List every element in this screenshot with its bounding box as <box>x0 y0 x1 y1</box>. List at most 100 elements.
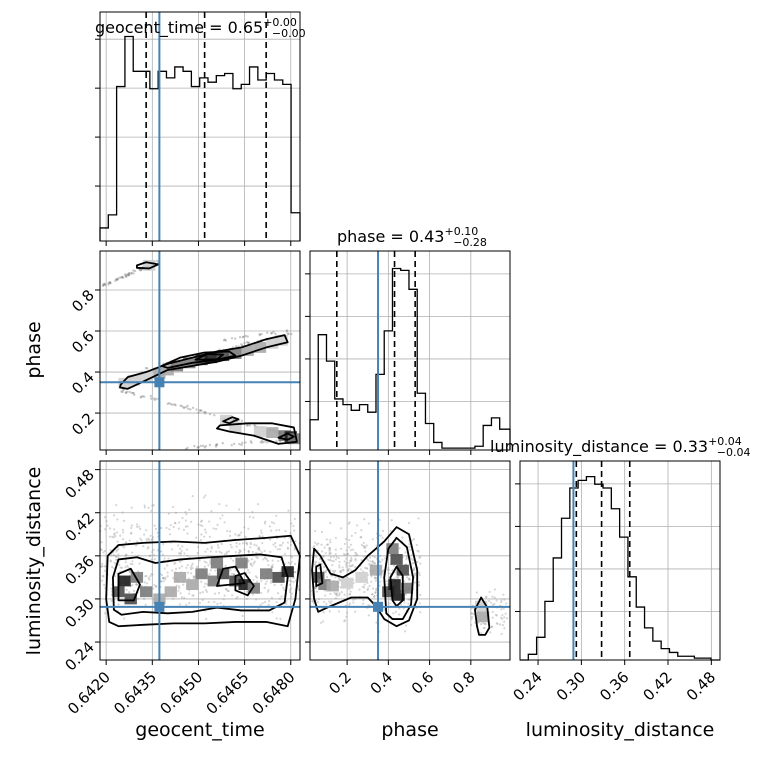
sample-point <box>272 543 275 546</box>
sample-point <box>203 535 206 538</box>
sample-point <box>186 404 189 408</box>
sample-point <box>148 578 151 581</box>
sample-point <box>285 330 289 333</box>
sample-point <box>348 593 351 596</box>
sample-point <box>314 560 318 564</box>
sample-point <box>122 538 125 541</box>
sample-point <box>235 545 238 548</box>
sample-point <box>329 541 332 544</box>
histogram-bin <box>586 477 594 660</box>
sample-point <box>111 565 114 569</box>
sample-point <box>260 332 263 336</box>
histogram-step-line <box>520 475 720 661</box>
sample-point <box>369 560 372 563</box>
panel-frame <box>99 460 301 661</box>
sample-point <box>290 587 293 590</box>
sample-point <box>203 560 206 563</box>
sample-point <box>483 622 486 625</box>
contour-line <box>234 572 255 597</box>
sample-point <box>341 568 344 572</box>
sample-point <box>152 587 155 590</box>
sample-point <box>269 579 273 583</box>
panel-border <box>519 460 721 661</box>
sample-point <box>142 597 146 600</box>
sample-point <box>133 269 137 273</box>
sample-point <box>154 527 158 531</box>
sample-point <box>329 552 332 555</box>
histogram-bin <box>166 78 174 241</box>
sample-point <box>378 518 381 521</box>
sample-point <box>146 582 149 585</box>
sample-point <box>495 599 498 602</box>
sample-point <box>394 571 397 574</box>
sample-point <box>197 446 200 449</box>
sample-point <box>406 598 410 601</box>
sample-point <box>500 608 503 611</box>
sample-point <box>222 339 226 342</box>
sample-point <box>250 558 254 561</box>
sample-point <box>501 613 504 617</box>
sample-point <box>253 424 256 427</box>
sample-point <box>348 592 352 596</box>
sample-point <box>232 573 235 576</box>
panel-frame <box>309 250 511 451</box>
sample-point <box>238 550 241 554</box>
sample-point <box>368 562 371 566</box>
sample-point <box>103 528 107 531</box>
sample-point <box>188 601 191 605</box>
sample-point <box>341 566 344 569</box>
sample-point <box>417 584 420 587</box>
sample-point <box>233 573 236 576</box>
sample-point <box>188 592 191 595</box>
sample-point <box>179 560 182 563</box>
density-cell <box>229 348 242 360</box>
sample-point <box>140 539 143 542</box>
sample-point <box>398 607 401 610</box>
sample-point <box>127 272 131 275</box>
sample-point <box>128 570 132 574</box>
sample-point <box>383 607 386 610</box>
sample-point <box>258 535 262 538</box>
histogram-bin <box>225 73 233 241</box>
sample-point <box>382 569 385 573</box>
sample-point <box>113 575 117 578</box>
sample-point <box>182 406 186 409</box>
sample-point <box>354 559 357 562</box>
density-cell <box>241 345 254 356</box>
sample-point <box>387 566 390 570</box>
sample-point <box>365 567 368 570</box>
sample-point <box>485 595 488 598</box>
x-tick-label: 0.2 <box>325 668 355 698</box>
y-tick-label: 0.36 <box>61 552 97 588</box>
sample-point <box>115 550 118 553</box>
panel-border <box>99 11 301 242</box>
sample-point <box>269 581 272 584</box>
sample-point <box>121 511 124 514</box>
histogram-step-line <box>309 267 511 450</box>
sample-point <box>166 575 169 578</box>
sample-point <box>196 545 200 549</box>
histogram-bin <box>250 67 258 241</box>
sample-point <box>230 443 233 447</box>
sample-point <box>192 577 195 580</box>
sample-point <box>501 624 505 627</box>
sample-point <box>186 554 189 557</box>
sample-point <box>143 533 146 536</box>
sample-point <box>206 547 209 551</box>
sample-point <box>179 547 182 550</box>
sample-point <box>182 583 185 586</box>
sample-point <box>233 337 237 340</box>
sample-point <box>337 610 341 613</box>
sample-point <box>263 522 267 525</box>
sample-point <box>174 561 177 565</box>
sample-point <box>174 403 177 407</box>
sample-point <box>354 566 357 569</box>
sample-point <box>237 551 241 555</box>
sample-point <box>220 542 223 546</box>
sample-point <box>320 621 323 624</box>
tick-marks <box>95 38 292 246</box>
sample-point <box>363 545 367 548</box>
sample-point <box>287 332 290 336</box>
sample-point <box>146 547 149 550</box>
sample-point <box>470 607 473 610</box>
